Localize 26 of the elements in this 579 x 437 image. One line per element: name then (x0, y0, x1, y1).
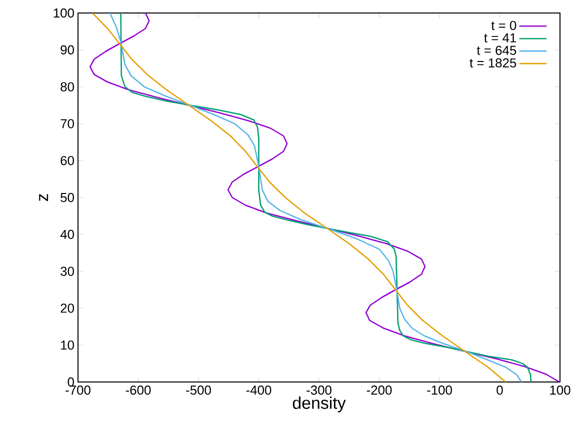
y-axis-title: z (39, 194, 48, 202)
legend-label: t = 0 (491, 20, 516, 30)
x-tick-label: -600 (126, 386, 151, 395)
y-tick-label: 50 (60, 192, 74, 202)
y-tick-label: 80 (60, 82, 74, 92)
y-tick-label: 60 (60, 156, 74, 166)
y-tick-label: 10 (61, 340, 74, 350)
legend-label: t = 1825 (470, 58, 516, 68)
legend-label: t = 645 (476, 46, 516, 55)
x-tick-label: -200 (366, 386, 392, 395)
y-tick-label: 0 (68, 377, 74, 387)
x-tick-label: -700 (66, 386, 90, 395)
x-tick-label: -400 (246, 386, 272, 395)
y-tick-label: 40 (60, 230, 74, 239)
y-tick-label: 100 (54, 8, 74, 18)
y-tick-label: 20 (60, 304, 74, 313)
x-tick-label: -100 (427, 386, 452, 395)
legend-label: t = 41 (484, 33, 516, 42)
x-tick-label: -500 (186, 386, 211, 395)
x-axis-title: density (292, 396, 346, 412)
y-tick-label: 30 (60, 266, 74, 276)
y-tick-label: 70 (60, 119, 74, 128)
y-tick-label: 90 (60, 45, 74, 54)
x-tick-label: 0 (496, 386, 503, 395)
x-tick-label: -300 (306, 386, 332, 395)
x-tick-label: 100 (550, 386, 570, 395)
